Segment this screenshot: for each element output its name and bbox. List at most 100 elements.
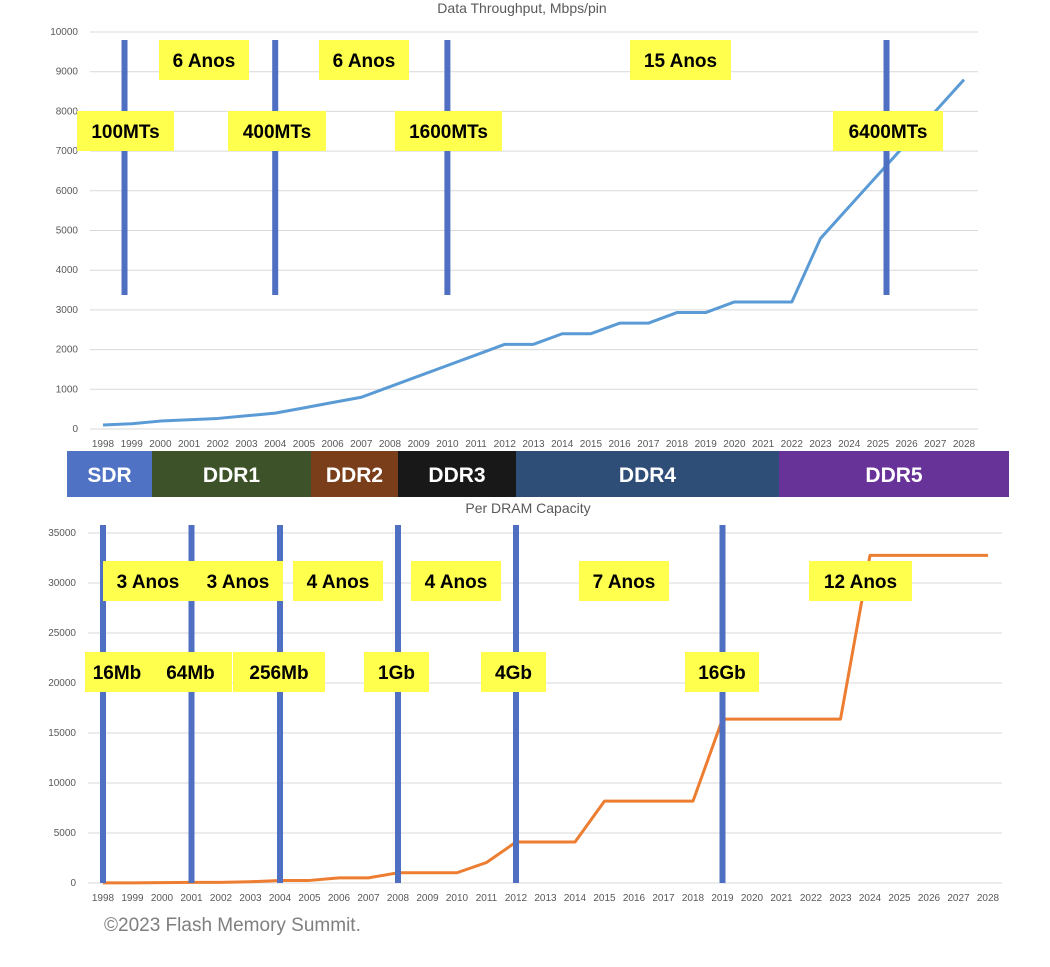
generation-segment [311, 451, 398, 497]
x-tick-label: 2020 [741, 893, 764, 904]
generation-marker-bar [719, 525, 726, 883]
generation-band: SDR DDR1 DDR2 DDR3 DDR4 DDR5 [67, 451, 1009, 497]
generation-label: DDR5 [865, 464, 922, 487]
x-tick-label: 2012 [494, 439, 517, 450]
x-tick-label: 2002 [207, 439, 230, 450]
x-tick-label: 2020 [723, 439, 746, 450]
x-tick-label: 2028 [953, 439, 976, 450]
x-tick-label: 2022 [781, 439, 804, 450]
annotation-label: 16Gb [698, 663, 746, 684]
annotation-label: 4 Anos [425, 572, 488, 593]
x-tick-label: 2025 [867, 439, 890, 450]
annotation-box [159, 40, 249, 80]
x-tick-label: 2008 [379, 439, 402, 450]
x-tick-label: 2003 [235, 439, 258, 450]
x-tick-label: 1999 [121, 893, 144, 904]
capacity-chart: 0 5000 10000 15000 20000 25000 30000 35000 1998 1… [48, 525, 1002, 904]
x-tick-label: 2028 [977, 893, 1000, 904]
generation-label: DDR4 [619, 464, 676, 487]
x-tick-label: 2012 [505, 893, 528, 904]
x-tick-label: 2023 [829, 893, 852, 904]
annotation-label: 256Mb [249, 663, 308, 684]
x-tick-label: 2015 [593, 893, 616, 904]
generation-marker-bar [100, 525, 106, 883]
x-tick-label: 2019 [695, 439, 718, 450]
annotation-label: 64Mb [166, 663, 215, 684]
x-tick-label: 2019 [711, 893, 734, 904]
x-tick-label: 2015 [580, 439, 603, 450]
throughput-chart-title: Data Throughput, Mbps/pin [437, 0, 606, 16]
generation-marker-bar [277, 525, 283, 883]
copyright-footer: ©2023 Flash Memory Summit. [104, 915, 361, 936]
x-tick-label: 2026 [895, 439, 918, 450]
y-tick-label: 9000 [56, 67, 79, 78]
x-tick-label: 2027 [924, 439, 947, 450]
annotation-label: 100MTs [91, 122, 159, 143]
annotation-label: 6 Anos [333, 51, 396, 72]
x-tick-label: 2027 [947, 893, 970, 904]
y-tick-label: 3000 [56, 305, 79, 316]
x-tick-label: 2000 [151, 893, 174, 904]
x-tick-label: 2002 [210, 893, 233, 904]
x-tick-label: 2004 [264, 439, 287, 450]
generation-segment [516, 451, 779, 497]
generation-label: DDR3 [428, 464, 485, 487]
annotation-box [85, 652, 149, 692]
x-tick-label: 1998 [92, 439, 115, 450]
y-tick-label: 10000 [48, 778, 76, 789]
y-tick-label: 5000 [54, 828, 77, 839]
x-tick-label: 2009 [416, 893, 439, 904]
x-tick-label: 2024 [838, 439, 861, 450]
annotation-box [364, 652, 429, 692]
x-tick-label: 2022 [800, 893, 823, 904]
x-tick-label: 2007 [357, 893, 380, 904]
x-tick-label: 2021 [770, 893, 793, 904]
annotation-box [630, 40, 731, 80]
x-tick-label: 2000 [149, 439, 172, 450]
y-tick-label: 0 [72, 424, 78, 435]
x-tick-label: 2024 [859, 893, 882, 904]
annotation-box [293, 561, 383, 601]
data-line [102, 78, 966, 427]
y-tick-label: 6000 [56, 186, 79, 197]
generation-marker-bar [444, 40, 451, 295]
x-tick-label: 2008 [387, 893, 410, 904]
annotation-box [149, 652, 232, 692]
annotation-label: 4Gb [495, 663, 532, 684]
x-tick-label: 2006 [321, 439, 344, 450]
y-tick-label: 1000 [56, 384, 79, 395]
annotation-box [228, 111, 326, 151]
annotation-box [411, 561, 501, 601]
x-tick-label: 2014 [564, 893, 587, 904]
x-tick-label: 2001 [180, 893, 203, 904]
x-tick-label: 2025 [888, 893, 911, 904]
annotation-label: 400MTs [243, 122, 311, 143]
x-tick-label: 2021 [752, 439, 775, 450]
annotation-label: 15 Anos [644, 51, 717, 72]
generation-segment [398, 451, 516, 497]
generation-label: SDR [87, 464, 131, 487]
x-tick-label: 2006 [328, 893, 351, 904]
x-tick-label: 2004 [269, 893, 292, 904]
x-tick-label: 2011 [476, 893, 498, 904]
x-tick-label: 2013 [522, 439, 545, 450]
y-tick-label: 5000 [56, 226, 79, 237]
annotation-label: 7 Anos [593, 572, 656, 593]
x-tick-label: 2011 [465, 439, 487, 450]
annotation-label: 3 Anos [207, 572, 270, 593]
generation-marker-bar [188, 525, 195, 883]
x-tick-label: 2017 [637, 439, 660, 450]
annotation-box [103, 561, 193, 601]
x-tick-label: 2016 [608, 439, 631, 450]
y-tick-label: 20000 [48, 678, 76, 689]
y-tick-label: 2000 [56, 345, 79, 356]
annotation-box [319, 40, 409, 80]
generation-label: DDR2 [326, 464, 383, 487]
y-tick-label: 10000 [50, 27, 78, 38]
annotation-box [579, 561, 669, 601]
x-tick-label: 2009 [408, 439, 431, 450]
generation-marker-bar [883, 40, 890, 295]
x-tick-label: 1999 [121, 439, 144, 450]
annotation-label: 1600MTs [409, 122, 488, 143]
